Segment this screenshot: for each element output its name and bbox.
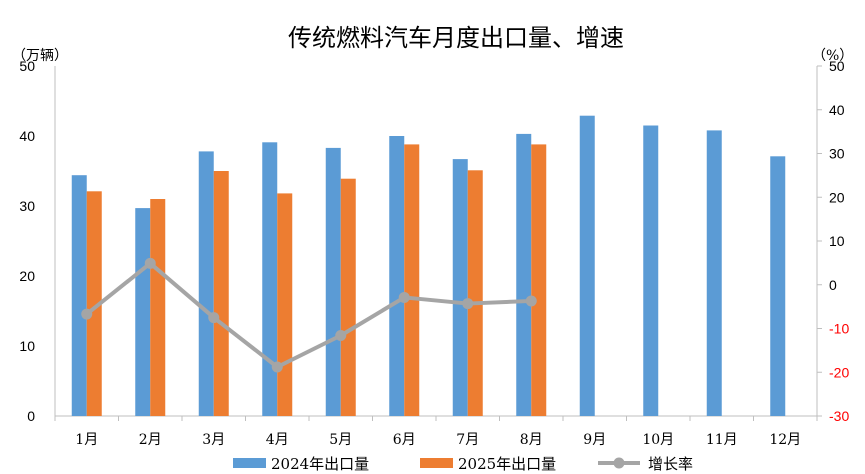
bar-2024年出口量 bbox=[452, 159, 468, 416]
point-增长率 bbox=[398, 291, 410, 303]
right-tick-label: 50 bbox=[829, 58, 845, 74]
bar-2024年出口量 bbox=[262, 142, 278, 417]
chart-title: 传统燃料汽车月度出口量、增速 bbox=[288, 24, 624, 52]
bar-2024年出口量 bbox=[389, 136, 405, 416]
bar-2024年出口量 bbox=[198, 151, 214, 416]
right-tick-label: -30 bbox=[829, 408, 849, 424]
bar-2024年出口量 bbox=[135, 208, 151, 416]
x-tick-label: 7月 bbox=[456, 432, 479, 448]
bar-2024年出口量 bbox=[71, 175, 87, 416]
right-tick-label: -10 bbox=[829, 321, 849, 337]
bar-2025年出口量 bbox=[404, 144, 420, 416]
right-tick-label: 40 bbox=[829, 102, 845, 118]
bar-2025年出口量 bbox=[340, 178, 356, 416]
x-tick-label: 8月 bbox=[520, 432, 543, 448]
left-axis-unit: （万辆） bbox=[12, 48, 68, 64]
x-tick-label: 11月 bbox=[706, 432, 738, 448]
point-增长率 bbox=[81, 308, 93, 320]
bar-2024年出口量 bbox=[325, 147, 341, 416]
plot-area: 0 10 20 30 40 50 50 40 30 20 10 0 -10 -20 -30 1月 2月 3月 4月 5… bbox=[19, 58, 849, 448]
x-tick-label: 4月 bbox=[266, 432, 289, 448]
legend-swatch-marker bbox=[613, 457, 625, 469]
legend-label: 2025年出口量 bbox=[458, 455, 556, 473]
right-tick-label: 0 bbox=[829, 277, 837, 293]
point-增长率 bbox=[335, 330, 347, 341]
x-tick-label: 3月 bbox=[202, 432, 225, 448]
left-tick-label: 50 bbox=[19, 58, 35, 74]
bar-2024年出口量 bbox=[643, 125, 659, 416]
line-增长率 bbox=[85, 261, 532, 369]
right-tick-label: 10 bbox=[829, 233, 845, 249]
x-tick-label: 6月 bbox=[393, 432, 416, 448]
x-tick-label: 2月 bbox=[139, 432, 162, 448]
bar-2025年出口量 bbox=[467, 170, 483, 416]
point-增长率 bbox=[208, 312, 220, 324]
x-tick-label: 5月 bbox=[329, 432, 352, 448]
legend-label: 增长率 bbox=[648, 455, 693, 473]
bar-2024年出口量 bbox=[516, 133, 532, 416]
right-tick-label: 20 bbox=[829, 189, 845, 205]
left-tick-label: 40 bbox=[19, 128, 35, 144]
x-tick-label: 1月 bbox=[75, 432, 98, 448]
legend-swatch-2025年出口量 bbox=[420, 458, 453, 468]
bar-2024年出口量 bbox=[770, 156, 786, 417]
left-tick-label: 30 bbox=[19, 198, 35, 214]
legend: 2024年出口量 2025年出口量 增长率 bbox=[233, 455, 693, 473]
point-增长率 bbox=[271, 361, 283, 373]
bar-2025年出口量 bbox=[86, 191, 102, 416]
bar-2025年出口量 bbox=[277, 193, 293, 416]
bar-2024年出口量 bbox=[706, 130, 722, 416]
point-增长率 bbox=[144, 257, 156, 269]
x-tick-label: 9月 bbox=[583, 432, 606, 448]
legend-label: 2024年出口量 bbox=[271, 455, 369, 473]
legend-swatch-2024年出口量 bbox=[233, 458, 266, 468]
left-tick-label: 10 bbox=[19, 338, 35, 354]
left-tick-label: 0 bbox=[27, 408, 35, 424]
bar-2025年出口量 bbox=[150, 199, 166, 416]
point-增长率 bbox=[462, 298, 474, 310]
x-tick-label: 12月 bbox=[769, 432, 801, 448]
bar-2025年出口量 bbox=[531, 144, 547, 416]
right-axis-unit: （%） bbox=[812, 48, 853, 64]
point-增长率 bbox=[525, 295, 537, 307]
left-tick-label: 20 bbox=[19, 268, 35, 284]
right-tick-label: -20 bbox=[829, 364, 849, 380]
x-tick-label: 10月 bbox=[642, 432, 674, 448]
bar-2025年出口量 bbox=[213, 171, 229, 416]
right-tick-label: 30 bbox=[829, 146, 845, 162]
bar-2024年出口量 bbox=[579, 115, 595, 416]
